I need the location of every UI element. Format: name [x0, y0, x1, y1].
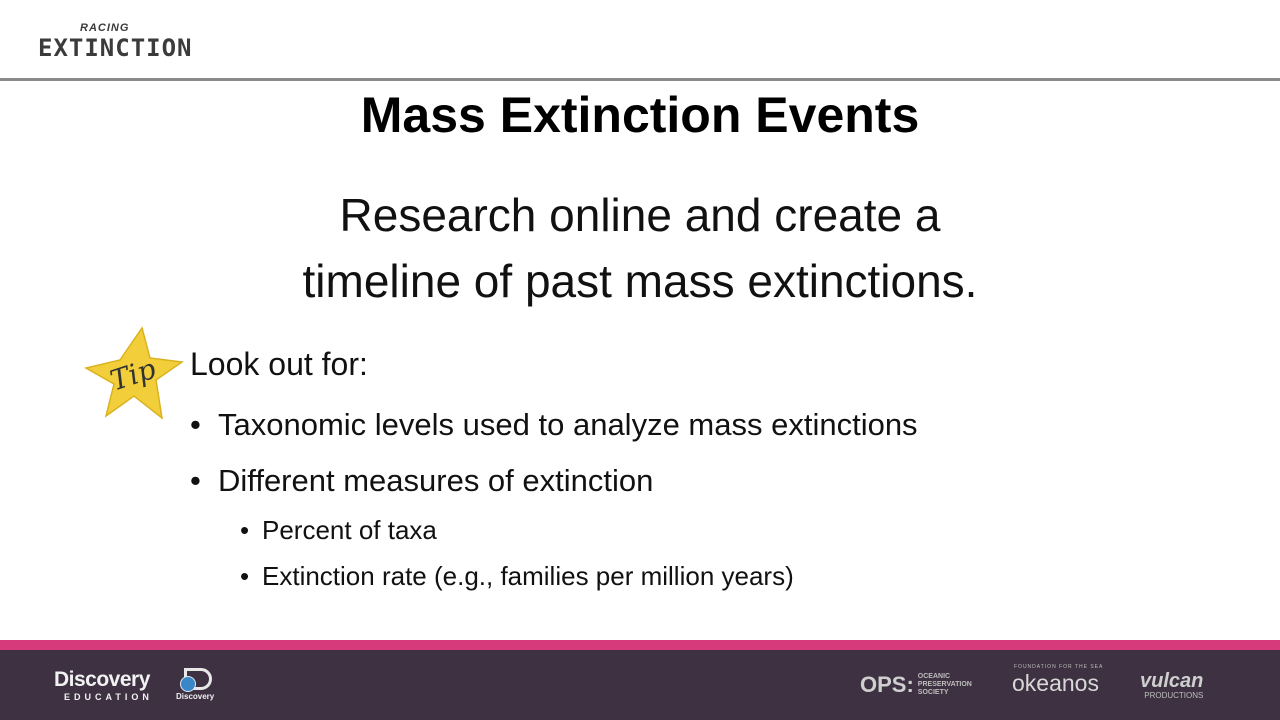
okeanos-tagline: FOUNDATION FOR THE SEA [1014, 664, 1104, 670]
main-bullet-list: Taxonomic levels used to analyze mass ex… [190, 404, 918, 516]
vulcan-wordmark: vulcan [1140, 670, 1204, 692]
logo-big-text: EXTINCTION [38, 34, 193, 62]
logo-small-text: RACING [80, 22, 130, 34]
subtitle-line-1: Research online and create a [339, 189, 941, 241]
ops-line-3: SOCIETY [917, 689, 949, 696]
lookout-heading: Look out for: [190, 346, 368, 382]
ops-logo: OPS: OCEANIC PRESERVATION SOCIETY [860, 672, 972, 698]
discovery-channel-logo: Discovery [176, 668, 216, 702]
globe-icon [180, 676, 196, 692]
okeanos-logo: FOUNDATION FOR THE SEA okeanos [1012, 664, 1103, 696]
vulcan-productions: PRODUCTIONS [1144, 691, 1204, 700]
slide-subtitle: Research online and create a timeline of… [240, 182, 1040, 314]
subtitle-line-2: timeline of past mass extinctions. [302, 255, 978, 307]
discovery-wordmark: Discovery [54, 668, 150, 691]
footer-accent-bar [0, 640, 1280, 650]
list-item: Different measures of extinction [190, 460, 918, 516]
list-item: Extinction rate (e.g., families per mill… [240, 558, 794, 604]
discovery-education-logo: Discovery EDUCATION [54, 668, 150, 702]
education-wordmark: EDUCATION [64, 692, 153, 702]
okeanos-wordmark: okeanos [1012, 670, 1099, 696]
list-item: Percent of taxa [240, 512, 794, 558]
ops-line-2: PRESERVATION [917, 681, 972, 688]
discovery-channel-label: Discovery [176, 692, 215, 701]
header-divider [0, 78, 1280, 81]
list-item: Taxonomic levels used to analyze mass ex… [190, 404, 918, 460]
ops-line-1: OCEANIC [917, 673, 951, 680]
racing-extinction-logo: RACING EXTINCTION [38, 22, 192, 62]
ops-text: OCEANIC PRESERVATION SOCIETY [918, 673, 972, 697]
slide-title: Mass Extinction Events [360, 87, 920, 143]
footer-bar [0, 650, 1280, 720]
sub-bullet-list: Percent of taxa Extinction rate (e.g., f… [240, 512, 794, 604]
tip-star-icon: Tip [84, 326, 184, 420]
vulcan-logo: vulcan PRODUCTIONS [1140, 670, 1203, 700]
ops-mark: OPS: [860, 672, 914, 697]
